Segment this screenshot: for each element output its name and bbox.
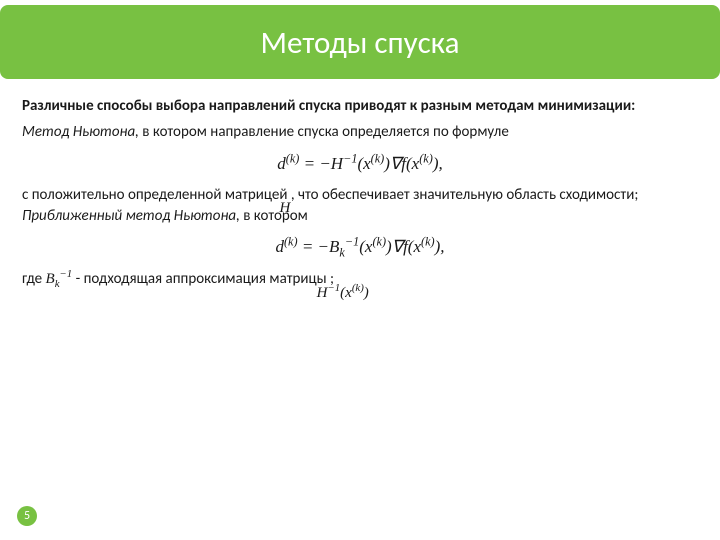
f2-end: ),	[435, 237, 445, 256]
f2-supk: (k)	[284, 234, 298, 248]
where-label: где	[22, 270, 46, 288]
formula-newton: d(k) = −H−1(x(k))∇f(x(k)),	[22, 153, 698, 176]
approx-newton-name: Приближенный метод Ньютона,	[22, 207, 240, 225]
f1-supm1: −1	[343, 151, 357, 165]
newton-method-name: Метод Ньютона,	[22, 123, 139, 141]
where-line: где Bk−1 - подходящая аппроксимация матр…	[22, 269, 698, 289]
f1-supk3: (k)	[419, 151, 433, 165]
posdef-a: с положительно определенной матрицей	[22, 186, 287, 204]
f1-supk: (k)	[286, 151, 300, 165]
posdef-b: , что обеспечивает значительную область …	[291, 186, 638, 204]
formula-approx-newton: d(k) = −Bk−1(x(k))∇f(x(k)),	[22, 236, 698, 259]
f2-close: )∇f(x	[386, 237, 421, 256]
hinv-supk: (k)	[352, 282, 364, 294]
f1-supk2: (k)	[371, 151, 385, 165]
posdef-line: с положительно определенной матрицейH , …	[22, 185, 698, 226]
bk-sup: −1	[60, 268, 73, 280]
posdef-h: H	[279, 198, 290, 218]
f1-d: d	[277, 154, 286, 173]
approx-text: - подходящая аппроксимация матрицы	[72, 270, 326, 288]
f2-supk2: (k)	[372, 234, 386, 248]
page-number: 5	[24, 509, 30, 523]
slide-body: Различные способы выбора направлений спу…	[22, 90, 698, 295]
newton-method-rest: в котором направление спуска определяетс…	[139, 123, 509, 141]
bk-b: B	[46, 271, 55, 287]
bk-inv: Bk−1	[46, 271, 73, 287]
f2-d: d	[275, 237, 284, 256]
f2-x: (x	[359, 237, 372, 256]
f1-x: (x	[357, 154, 370, 173]
intro-paragraph: Различные способы выбора направлений спу…	[22, 96, 698, 116]
f1-eq: = −H	[299, 154, 343, 173]
f2-supm1: −1	[345, 234, 359, 248]
f1-end: ),	[433, 154, 443, 173]
slide-title-text: Методы спуска	[261, 24, 460, 62]
newton-line: Метод Ньютона, в котором направление спу…	[22, 122, 698, 142]
f2-eq: = −B	[298, 237, 340, 256]
slide-title-band: Методы спуска	[0, 5, 720, 79]
f2-supk3: (k)	[421, 234, 435, 248]
page-number-badge: 5	[17, 506, 37, 526]
hinv-h: H	[317, 285, 328, 301]
hinv-group: H−1(x(k))	[317, 283, 369, 303]
hinv-x: (x	[340, 285, 352, 301]
f1-close: )∇f(x	[384, 154, 419, 173]
approx-newton-rest: в котором	[240, 207, 308, 225]
hinv-close: )	[364, 285, 369, 301]
hinv-sup: −1	[327, 282, 340, 294]
